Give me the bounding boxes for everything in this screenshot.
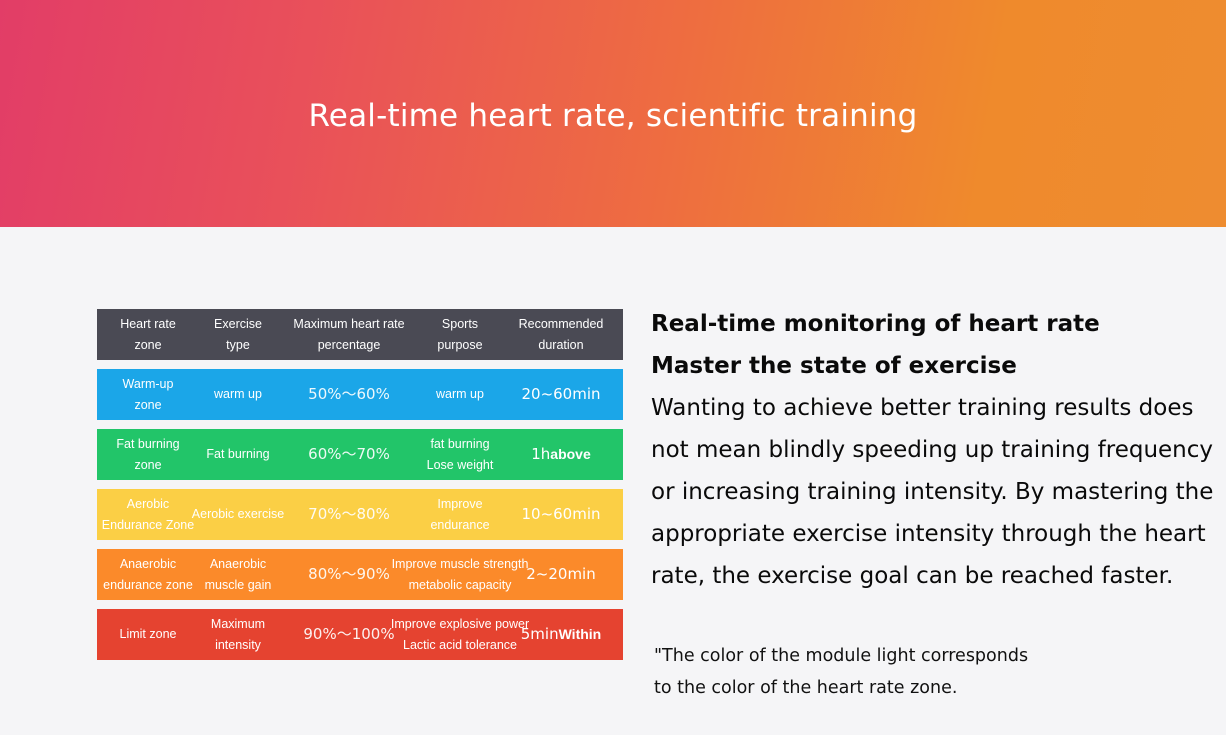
duration-cell: 5min Within: [499, 609, 623, 660]
zone-cell-line-1: Anaerobic: [119, 556, 177, 571]
type-cell-line-1: Anaerobic: [209, 556, 267, 571]
type-cell-line-1: warm up: [214, 387, 262, 401]
type-cell: Aerobic exercise: [192, 489, 284, 540]
header-cell: Exercise type: [199, 309, 277, 360]
header-cell-line-1: Exercise: [214, 316, 262, 331]
duration-cell: 10~60min: [499, 489, 623, 540]
type-cell-line-1: Maximum: [210, 616, 266, 631]
duration-cell: 2~20min: [499, 549, 623, 600]
zone-cell-line-1: Fat burning: [116, 436, 180, 451]
percent-cell: 50%～60%: [308, 385, 390, 403]
header-cell-line-2: zone: [134, 337, 162, 352]
duration-value: 10~60min: [521, 505, 601, 523]
zone-cell: Aerobic Endurance Zone: [97, 489, 199, 540]
zone-cell: Fat burning zone: [97, 429, 199, 480]
purpose-cell: Improve muscle strength metabolic capacit…: [392, 549, 529, 600]
hero-banner: Real-time heart rate, scientific trainin…: [0, 0, 1226, 227]
purpose-cell-line-2: Lactic acid tolerance: [403, 637, 517, 652]
purpose-cell-line-1: Improve: [437, 496, 483, 511]
type-cell-line-2: intensity: [215, 637, 261, 652]
percent-cell: 70%～80%: [308, 505, 390, 523]
zone-cell: Anaerobic endurance zone: [97, 549, 199, 600]
purpose-cell-line-2: endurance: [430, 517, 490, 532]
duration-value: 5min: [520, 625, 559, 643]
duration-cell: 1h above: [499, 429, 623, 480]
duration-value: 1h: [531, 445, 551, 463]
header-cell: Sports purpose: [421, 309, 499, 360]
zone-cell-line-1: Limit zone: [119, 627, 177, 641]
table-header-row: Heart rate zone Exercise type Maximum heart …: [97, 309, 623, 360]
purpose-cell: Improve endurance: [421, 489, 499, 540]
type-cell-line-2: muscle gain: [204, 577, 272, 592]
header-cell: Maximum heart rate percentage: [277, 309, 421, 360]
table-row: Anaerobic endurance zone Anaerobic muscle g…: [97, 549, 623, 600]
table-row: Warm-up zone warm up 50%～60% warm up 20~60min: [97, 369, 623, 420]
zone-cell-line-2: Endurance Zone: [101, 517, 195, 532]
purpose-cell-line-2: metabolic capacity: [408, 577, 512, 592]
zone-cell-line-2: zone: [134, 397, 162, 412]
description-block: Real-time monitoring of heart rate Maste…: [651, 303, 1221, 597]
header-cell-line-2: duration: [538, 337, 584, 352]
purpose-cell: warm up: [421, 369, 499, 420]
zone-cell-line-2: zone: [134, 457, 162, 472]
duration-value: 2~20min: [526, 565, 596, 583]
zone-cell-line-1: Aerobic: [126, 496, 170, 511]
header-cell-line-2: type: [226, 337, 250, 352]
type-cell: Maximum intensity: [199, 609, 277, 660]
purpose-cell-line-1: Improve explosive power: [390, 616, 530, 631]
purpose-cell-line-2: Lose weight: [426, 457, 494, 472]
zone-cell-line-2: endurance zone: [103, 577, 193, 592]
header-cell-line-1: Recommended: [518, 316, 604, 331]
duration-suffix: above: [550, 446, 591, 462]
duration-value: 20~60min: [521, 385, 601, 403]
duration-suffix: Within: [558, 626, 602, 642]
duration-cell: 20~60min: [499, 369, 623, 420]
header-cell-line-2: percentage: [317, 337, 381, 352]
type-cell: Anaerobic muscle gain: [199, 549, 277, 600]
purpose-cell: fat burning Lose weight: [421, 429, 499, 480]
zone-cell: Limit zone: [97, 609, 199, 660]
header-cell: Heart rate zone: [97, 309, 199, 360]
percent-cell: 80%～90%: [308, 565, 390, 583]
zone-cell: Warm-up zone: [97, 369, 199, 420]
percent-cell: 60%～70%: [308, 445, 390, 463]
header-cell: Recommended duration: [499, 309, 623, 360]
header-cell-line-1: Sports: [441, 316, 479, 331]
purpose-cell-line-1: warm up: [436, 387, 484, 401]
heading-master: Master the state of exercise: [651, 353, 1017, 379]
type-cell: Fat burning: [199, 429, 277, 480]
note-line-1: "The color of the module light correspon…: [654, 646, 1029, 666]
purpose-cell: Improve explosive power Lactic acid toler…: [391, 609, 529, 660]
note-line-2: to the color of the heart rate zone.: [654, 678, 958, 698]
table-row: Aerobic Endurance Zone Aerobic exercise 70%…: [97, 489, 623, 540]
zone-cell-line-1: Warm-up: [122, 376, 174, 391]
header-cell-line-1: Heart rate: [120, 316, 176, 331]
type-cell: warm up: [199, 369, 277, 420]
type-cell-line-1: Aerobic exercise: [191, 507, 285, 521]
heart-rate-zone-table: Heart rate zone Exercise type Maximum heart …: [97, 309, 623, 669]
type-cell-line-1: Fat burning: [206, 447, 270, 461]
table-row: Limit zone Maximum intensity 90%～100% Improv…: [97, 609, 623, 660]
table-row: Fat burning zone Fat burning 60%～70% fat bur…: [97, 429, 623, 480]
banner-title: Real-time heart rate, scientific trainin…: [308, 98, 918, 134]
purpose-cell-line-1: fat burning: [430, 436, 490, 451]
header-cell-line-1: Maximum heart rate: [293, 316, 405, 331]
purpose-cell-line-1: Improve muscle strength: [391, 556, 529, 571]
description-paragraph: Wanting to achieve better training resul…: [651, 395, 1214, 589]
color-note: "The color of the module light correspon…: [654, 640, 1074, 704]
percent-cell: 90%～100%: [303, 625, 395, 643]
heading-monitoring: Real-time monitoring of heart rate: [651, 311, 1100, 337]
header-cell-line-2: purpose: [437, 337, 483, 352]
